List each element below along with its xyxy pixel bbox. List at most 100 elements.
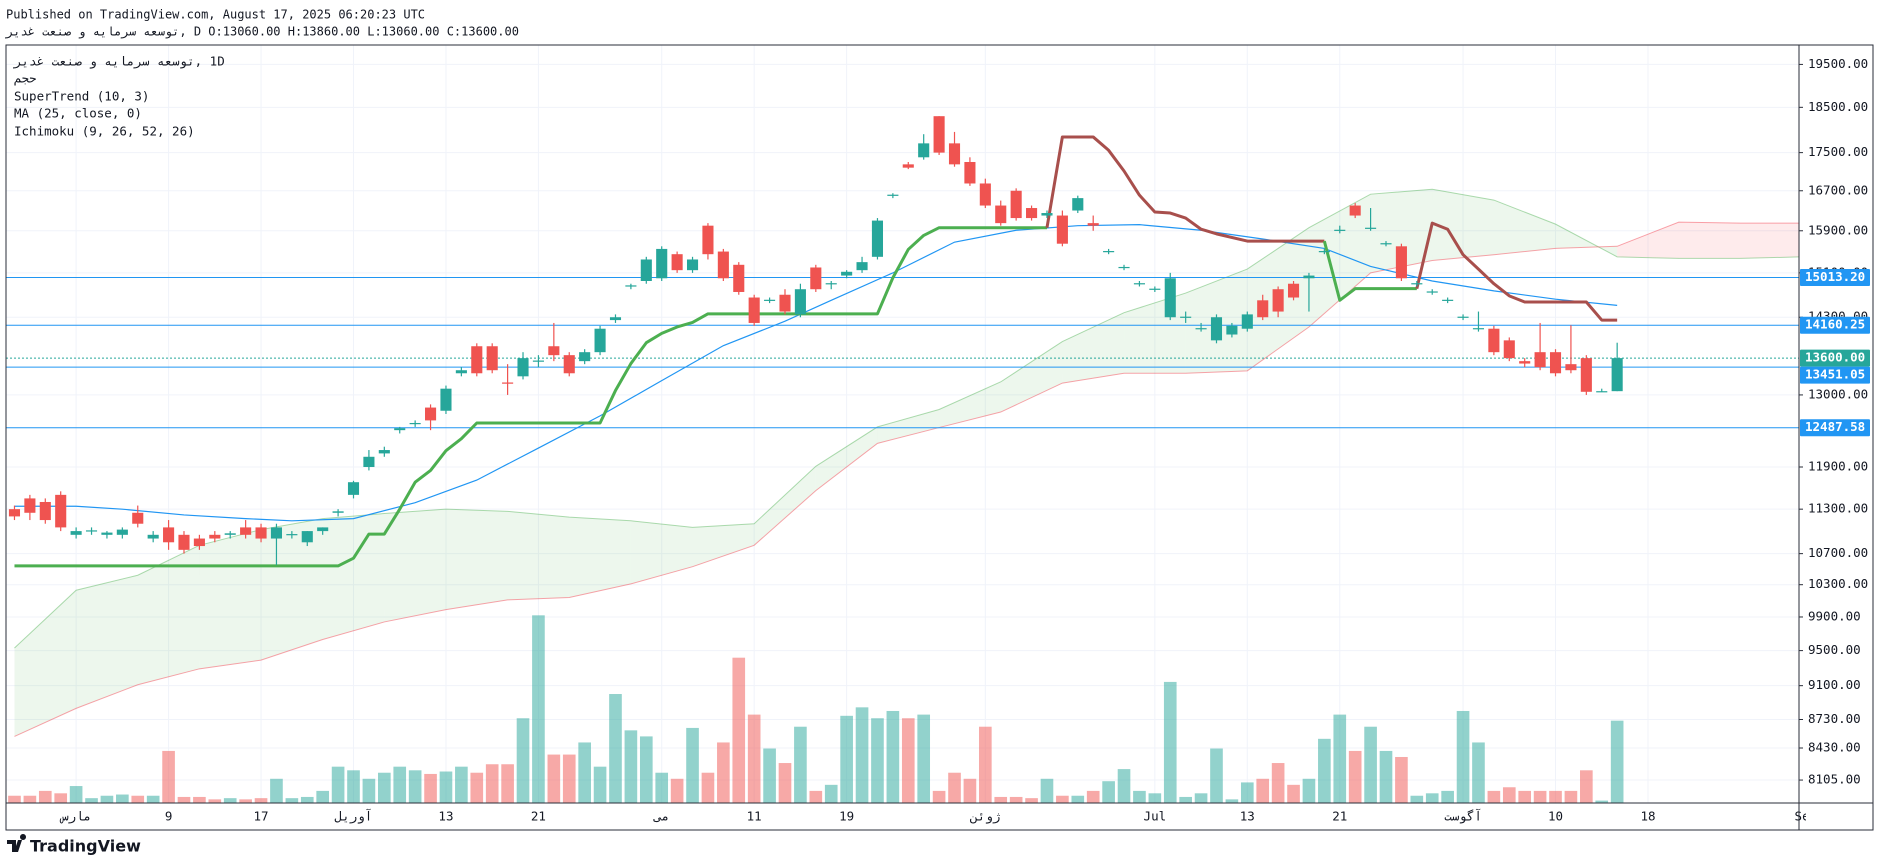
volume-bar (1025, 798, 1038, 803)
x-tick-label: آگوست (1444, 809, 1482, 825)
volume-bar (270, 778, 283, 803)
volume-bar (1210, 748, 1223, 803)
volume-bar (1348, 750, 1362, 803)
candle-body (270, 527, 283, 539)
candle-body (656, 248, 668, 279)
x-tick-label: 10 (1548, 809, 1563, 824)
time-axis: مارس 9 17 آوریل 13 21 می 11 19 ژوئن Jul 13 21 آگوست 10… (59, 809, 1810, 825)
volume-bar (1009, 796, 1023, 803)
candle-body (717, 251, 729, 279)
volume-bar (532, 615, 545, 803)
candle-body (671, 254, 683, 271)
candle-body (116, 529, 128, 535)
cloud-segment (1432, 189, 1494, 261)
y-tick-label: 9100.00 (1808, 677, 1861, 692)
candle-body (70, 531, 82, 535)
volume-bar (840, 715, 853, 803)
legend-ma: MA (25, close, 0) (14, 106, 142, 121)
candle-body (363, 456, 375, 467)
cloud-segment (76, 575, 138, 709)
volume-bar (85, 798, 98, 803)
candle-body (1457, 316, 1469, 318)
volume-bar (223, 798, 237, 803)
candle-body (471, 346, 483, 374)
published-line: Published on TradingView.com, August 17,… (6, 8, 425, 22)
indicator-lines (14, 135, 1618, 568)
candle-body (764, 299, 776, 301)
cloud-segment (507, 511, 570, 600)
candle-body (178, 534, 190, 550)
candle-body (887, 194, 899, 196)
candle-body (1241, 314, 1253, 329)
candle-body (579, 352, 591, 362)
cloud-segment (630, 520, 693, 584)
x-tick-label: Se (1795, 809, 1810, 824)
candle-body (347, 482, 360, 495)
candle-body (209, 534, 221, 539)
volume-bar (146, 795, 160, 803)
candle-body (1380, 243, 1392, 245)
candle-body (24, 498, 36, 513)
x-tick-label: ژوئن (969, 809, 1000, 825)
volume-bar (1441, 790, 1454, 803)
cloud-segment (261, 518, 323, 661)
y-tick-label: 9900.00 (1808, 608, 1861, 623)
candle-body (609, 317, 622, 321)
cloud-segment (199, 529, 262, 669)
volume-bar (1564, 790, 1578, 803)
cloud-segment (1678, 222, 1741, 259)
volume-bar (1425, 793, 1439, 803)
candle-body (224, 533, 236, 535)
volume-bar (1148, 793, 1162, 803)
cloud-segment (1308, 194, 1371, 327)
cloud-segment (322, 513, 385, 640)
candle-body (1549, 352, 1562, 374)
volume-bar (1318, 738, 1331, 803)
candle-body (85, 530, 98, 532)
candle-body (1210, 317, 1223, 341)
volume-bar (69, 786, 83, 803)
legend-ichimoku: Ichimoku (9, 26, 52, 26) (14, 124, 195, 139)
candle-body (1303, 275, 1315, 279)
supertrend-line (1415, 221, 1618, 322)
volume-bar (208, 799, 222, 803)
y-tick-label: 17500.00 (1808, 144, 1868, 159)
candle-body (1503, 340, 1515, 359)
volume-bar (901, 718, 915, 803)
volume-bar (1194, 793, 1208, 803)
volume-bar (963, 778, 977, 803)
candle-body (1596, 391, 1608, 393)
candle-body (378, 450, 390, 454)
volume-bar (763, 748, 776, 803)
volume-bar (1595, 800, 1609, 803)
candle-body (1164, 278, 1176, 318)
candle-body (640, 259, 652, 281)
volume-bar (8, 795, 21, 803)
volume-bar (1549, 790, 1562, 803)
y-tick-label: 8105.00 (1808, 772, 1861, 787)
volume-bar (1410, 795, 1424, 803)
volume-bar (1533, 790, 1547, 803)
candle-body (964, 161, 976, 184)
candle-body (794, 289, 806, 315)
volume-bar (794, 726, 807, 803)
volume-bar (1487, 790, 1501, 803)
candle-body (686, 259, 699, 271)
candle-body (810, 267, 822, 290)
candle-body (902, 164, 914, 168)
x-tick-label: 18 (1640, 809, 1655, 824)
volume-bar (331, 766, 345, 803)
volume-bar (1271, 763, 1285, 803)
logo-icon (7, 834, 27, 852)
volume-bar (38, 790, 52, 803)
volume-bar (116, 794, 129, 803)
volume-bar (131, 795, 145, 803)
price-label-box (1800, 269, 1870, 287)
volume-bar (979, 726, 992, 803)
legend-supertrend: SuperTrend (10, 3) (14, 89, 149, 104)
cloud-segment (445, 509, 508, 610)
volume-bar (177, 796, 191, 803)
candle-body (517, 358, 529, 377)
x-tick-label: 9 (165, 809, 173, 824)
cloud-segment (1370, 189, 1433, 273)
